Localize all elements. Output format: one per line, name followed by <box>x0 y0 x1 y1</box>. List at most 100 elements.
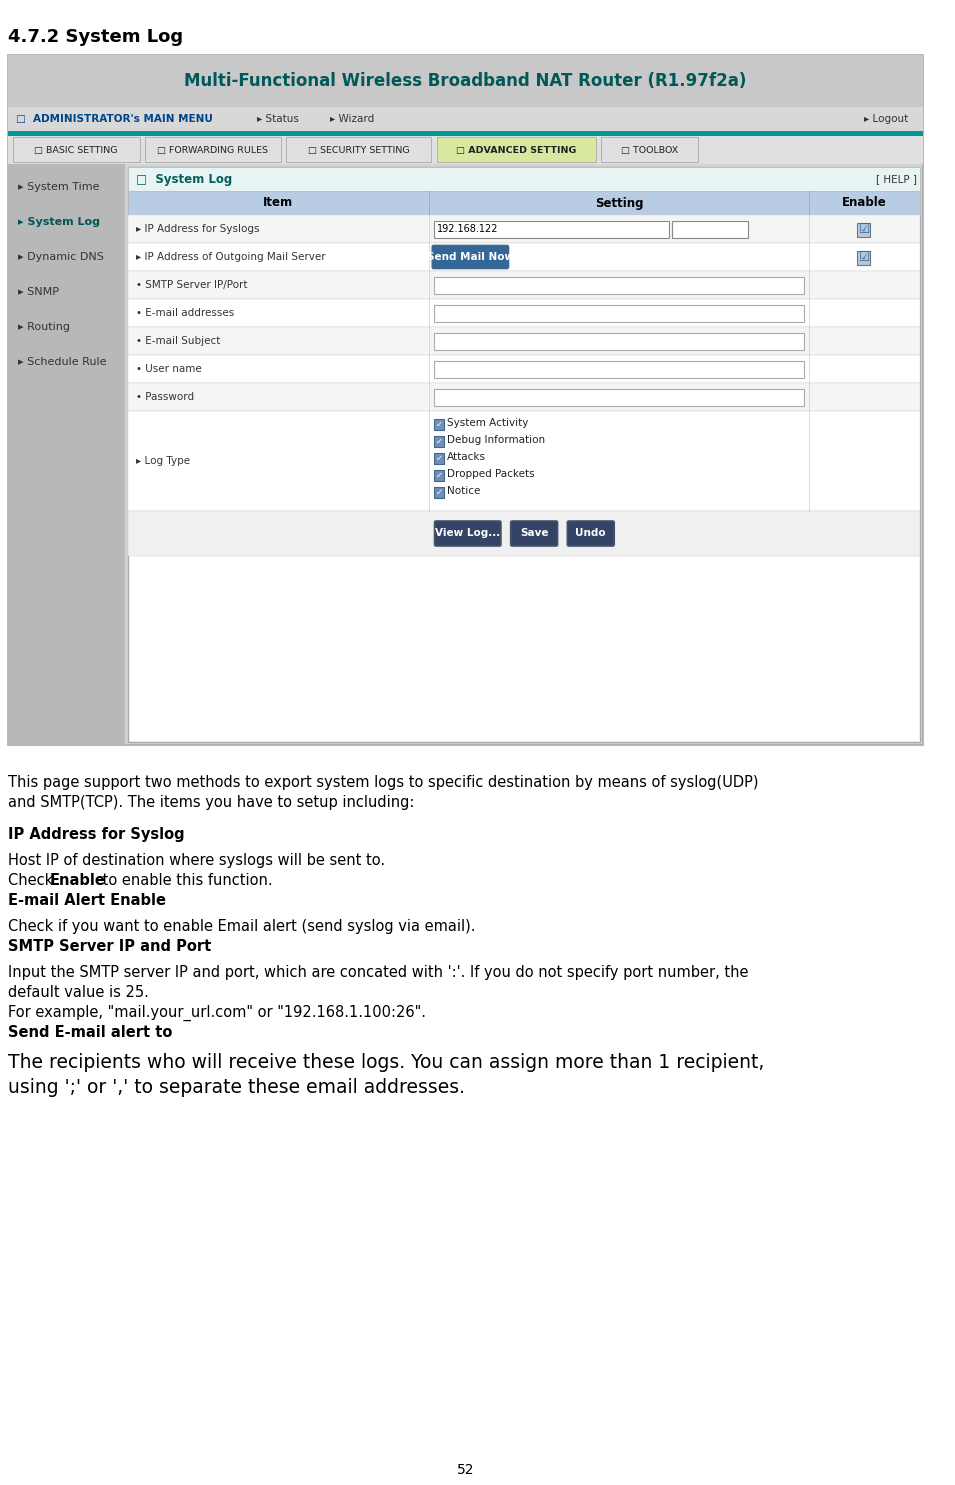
Text: Input the SMTP server IP and port, which are concated with ':'. If you do not sp: Input the SMTP server IP and port, which… <box>8 965 749 980</box>
Text: ✓: ✓ <box>435 419 442 429</box>
Bar <box>434 487 444 497</box>
FancyBboxPatch shape <box>511 521 558 546</box>
Bar <box>434 278 804 294</box>
Text: E-mail Alert Enable: E-mail Alert Enable <box>8 892 166 907</box>
Text: ▸ SNMP: ▸ SNMP <box>17 287 58 297</box>
Text: Debug Information: Debug Information <box>447 435 545 445</box>
Bar <box>128 511 920 555</box>
Text: Enable: Enable <box>50 873 106 888</box>
Text: Dropped Packets: Dropped Packets <box>447 469 535 480</box>
Bar <box>128 298 920 327</box>
Text: ▸ IP Address for Syslogs: ▸ IP Address for Syslogs <box>136 224 259 235</box>
Text: The recipients who will receive these logs. You can assign more than 1 recipient: The recipients who will receive these lo… <box>8 1053 764 1072</box>
Text: SMTP Server IP and Port: SMTP Server IP and Port <box>8 939 211 953</box>
Text: • Password: • Password <box>136 392 194 402</box>
Bar <box>128 327 920 355</box>
Text: Check if you want to enable Email alert (send syslog via email).: Check if you want to enable Email alert … <box>8 919 476 934</box>
Bar <box>128 166 920 742</box>
Text: Send Mail Now: Send Mail Now <box>427 252 514 261</box>
Text: System Activity: System Activity <box>447 417 529 428</box>
Text: □ ADVANCED SETTING: □ ADVANCED SETTING <box>456 146 577 154</box>
Bar <box>8 163 125 745</box>
Text: ▸ Status: ▸ Status <box>257 114 299 125</box>
Text: Check: Check <box>8 873 57 888</box>
Text: Notice: Notice <box>447 486 480 496</box>
Bar <box>434 221 669 238</box>
Bar <box>128 215 920 244</box>
Text: to enable this function.: to enable this function. <box>97 873 272 888</box>
Text: • E-mail Subject: • E-mail Subject <box>136 336 220 346</box>
Text: ☑: ☑ <box>859 223 870 236</box>
Text: Send E-mail alert to: Send E-mail alert to <box>8 1025 172 1039</box>
Text: ✓: ✓ <box>435 471 442 480</box>
Text: 52: 52 <box>457 1463 475 1478</box>
FancyBboxPatch shape <box>433 245 508 269</box>
Text: and SMTP(TCP). The items you have to setup including:: and SMTP(TCP). The items you have to set… <box>8 794 414 809</box>
Bar <box>857 223 870 238</box>
Text: 4.7.2 System Log: 4.7.2 System Log <box>8 28 183 46</box>
Text: ✓: ✓ <box>435 487 442 496</box>
Bar <box>128 383 920 411</box>
Bar <box>286 137 431 162</box>
Bar <box>144 137 281 162</box>
Bar <box>8 107 923 131</box>
FancyBboxPatch shape <box>435 521 501 546</box>
Text: □ BASIC SETTING: □ BASIC SETTING <box>34 146 117 154</box>
Bar <box>128 270 920 298</box>
Text: ✓: ✓ <box>435 453 442 462</box>
Text: ▸ Dynamic DNS: ▸ Dynamic DNS <box>17 252 103 261</box>
Bar <box>857 251 870 264</box>
Bar <box>672 221 749 238</box>
Bar <box>128 244 920 270</box>
Text: Setting: Setting <box>595 196 643 209</box>
Bar <box>8 137 923 163</box>
Text: Attacks: Attacks <box>447 451 486 462</box>
Text: ▸ Schedule Rule: ▸ Schedule Rule <box>17 356 106 367</box>
Bar <box>434 389 804 405</box>
Bar <box>8 55 923 745</box>
Bar <box>601 137 698 162</box>
Text: □  System Log: □ System Log <box>136 172 232 186</box>
Text: • User name: • User name <box>136 364 202 374</box>
Text: Item: Item <box>264 196 293 209</box>
Text: default value is 25.: default value is 25. <box>8 985 149 999</box>
Text: Undo: Undo <box>576 529 606 539</box>
Bar <box>128 192 920 215</box>
Text: 192.168.122: 192.168.122 <box>436 224 499 235</box>
Text: ▸ System Log: ▸ System Log <box>17 217 99 227</box>
Bar <box>12 137 139 162</box>
Bar <box>434 453 444 463</box>
Bar <box>128 166 920 192</box>
Text: ▸ Wizard: ▸ Wizard <box>330 114 374 125</box>
Text: ▸ Logout: ▸ Logout <box>864 114 908 125</box>
Text: For example, "mail.your_url.com" or "192.168.1.100:26".: For example, "mail.your_url.com" or "192… <box>8 1005 426 1022</box>
Bar <box>434 469 444 481</box>
Text: ▸ Log Type: ▸ Log Type <box>136 456 190 466</box>
Bar <box>434 304 804 322</box>
Text: ▸ System Time: ▸ System Time <box>17 183 99 192</box>
Text: using ';' or ',' to separate these email addresses.: using ';' or ',' to separate these email… <box>8 1078 465 1097</box>
Bar <box>128 355 920 383</box>
Text: IP Address for Syslog: IP Address for Syslog <box>8 827 184 842</box>
Text: ▸ Routing: ▸ Routing <box>17 322 70 333</box>
Bar <box>8 55 923 107</box>
Text: □ TOOLBOX: □ TOOLBOX <box>621 146 678 154</box>
Bar <box>434 361 804 379</box>
Bar <box>434 437 444 447</box>
Bar <box>434 333 804 350</box>
Text: • E-mail addresses: • E-mail addresses <box>136 307 234 318</box>
Text: Multi-Functional Wireless Broadband NAT Router (R1.97f2a): Multi-Functional Wireless Broadband NAT … <box>184 71 747 91</box>
Text: View Log...: View Log... <box>435 529 500 539</box>
Text: ☑: ☑ <box>859 251 870 263</box>
Bar <box>434 419 444 431</box>
Text: • SMTP Server IP/Port: • SMTP Server IP/Port <box>136 281 247 290</box>
Bar <box>437 137 596 162</box>
Text: ▸ IP Address of Outgoing Mail Server: ▸ IP Address of Outgoing Mail Server <box>136 252 326 261</box>
Bar <box>8 131 923 137</box>
FancyBboxPatch shape <box>567 521 614 546</box>
Text: □ FORWARDING RULES: □ FORWARDING RULES <box>158 146 268 154</box>
Text: [ HELP ]: [ HELP ] <box>876 174 917 184</box>
Text: Save: Save <box>520 529 548 539</box>
Bar <box>128 411 920 511</box>
Text: □  ADMINISTRATOR's MAIN MENU: □ ADMINISTRATOR's MAIN MENU <box>15 114 213 125</box>
